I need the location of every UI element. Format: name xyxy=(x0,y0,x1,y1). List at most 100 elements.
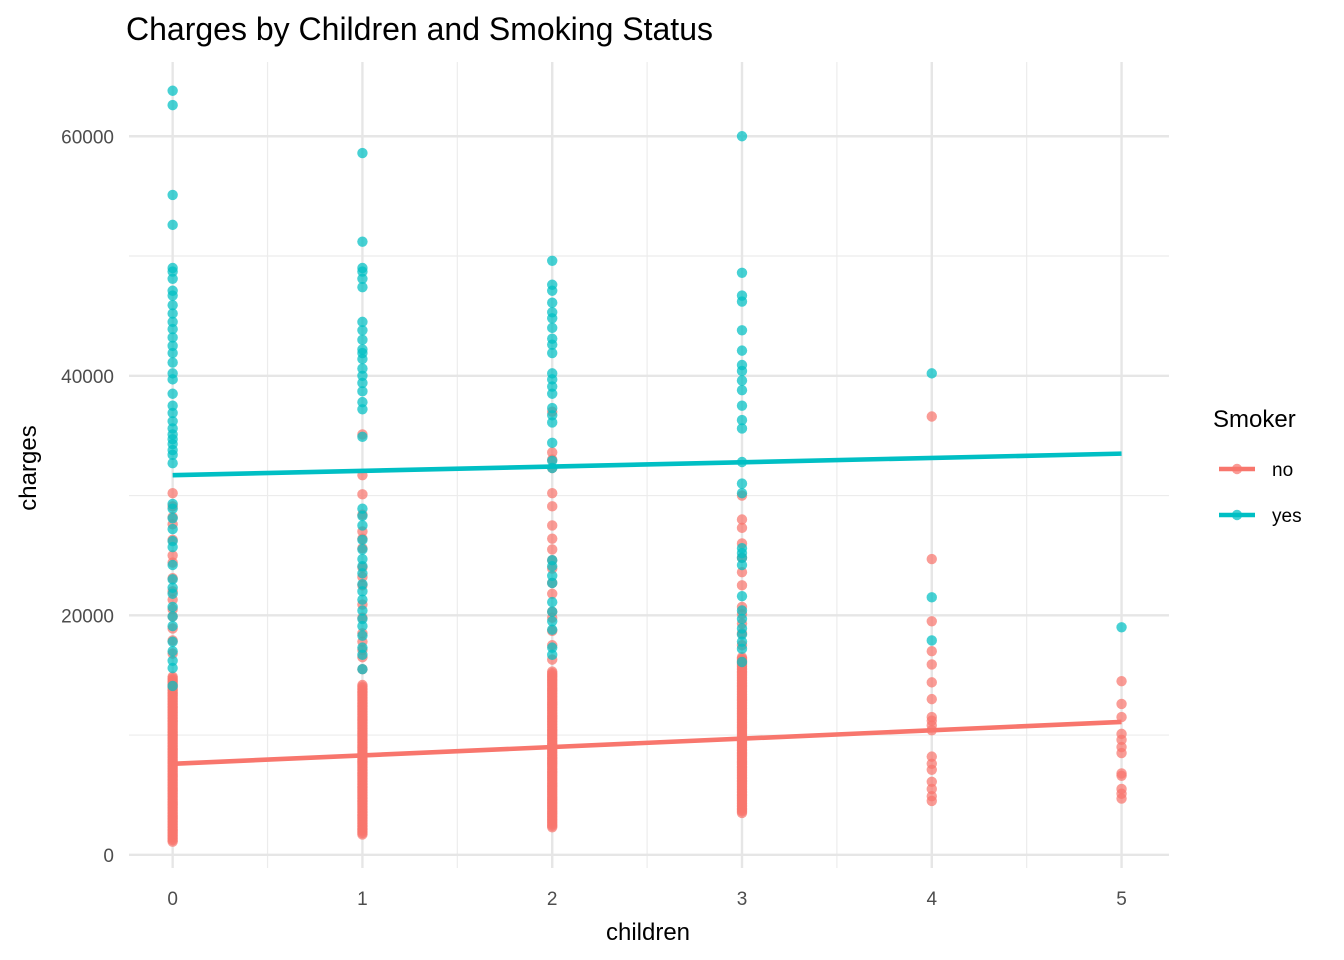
data-point-yes xyxy=(167,85,178,96)
data-point-yes xyxy=(547,596,558,608)
data-point-yes xyxy=(167,273,178,284)
data-point-yes xyxy=(357,534,368,546)
data-point-yes xyxy=(167,646,178,657)
data-point-yes xyxy=(167,498,178,510)
data-point-no xyxy=(926,677,937,688)
data-point-yes xyxy=(736,590,748,602)
data-point-yes xyxy=(167,262,178,274)
data-point-yes xyxy=(167,332,178,343)
data-point-yes xyxy=(357,663,368,675)
data-point-no xyxy=(167,671,178,682)
data-point-no xyxy=(1116,698,1127,710)
data-point-yes xyxy=(357,510,368,522)
data-points xyxy=(167,85,1127,847)
data-point-yes xyxy=(357,377,368,389)
data-point-yes xyxy=(736,384,748,396)
data-point-yes xyxy=(357,236,368,247)
data-point-yes xyxy=(926,635,937,646)
y-tick-label: 40000 xyxy=(61,367,114,388)
data-point-yes xyxy=(736,345,748,356)
data-point-yes xyxy=(357,396,368,408)
data-point-yes xyxy=(167,299,178,311)
data-point-no xyxy=(926,783,937,795)
data-point-no xyxy=(547,544,558,555)
data-point-yes xyxy=(167,458,178,469)
data-point-yes xyxy=(357,273,368,284)
data-point-yes xyxy=(357,147,368,159)
data-point-yes xyxy=(357,544,368,555)
data-point-yes xyxy=(167,400,178,411)
data-point-yes xyxy=(357,568,368,579)
y-tick-label: 60000 xyxy=(61,127,114,148)
data-point-yes xyxy=(736,423,748,434)
data-point-yes xyxy=(357,503,368,514)
data-point-yes xyxy=(357,620,368,632)
data-point-yes xyxy=(167,308,178,319)
data-point-yes xyxy=(547,368,558,379)
data-point-yes xyxy=(736,623,748,634)
data-point-yes xyxy=(357,553,368,565)
data-point-no xyxy=(926,751,937,762)
data-point-yes xyxy=(167,340,178,352)
data-point-yes xyxy=(167,416,178,427)
trend-lines xyxy=(172,451,1122,767)
data-point-yes xyxy=(357,281,368,293)
data-point-yes xyxy=(547,437,558,449)
data-point-no xyxy=(1116,768,1127,779)
data-point-no xyxy=(926,411,937,422)
data-point-no xyxy=(357,679,368,691)
data-point-no xyxy=(547,666,558,677)
data-point-yes xyxy=(357,594,368,605)
y-tick-label: 0 xyxy=(103,846,114,867)
data-point-yes xyxy=(547,307,558,318)
data-point-yes xyxy=(1116,622,1127,633)
data-point-yes xyxy=(926,368,937,379)
data-point-no xyxy=(1116,741,1127,753)
x-tick-label: 0 xyxy=(167,889,178,910)
trend-line-no xyxy=(172,719,1122,767)
data-point-no xyxy=(926,693,937,705)
data-point-yes xyxy=(167,189,178,201)
data-point-yes xyxy=(167,523,178,535)
x-tick-label: 3 xyxy=(737,889,748,910)
x-tick-label: 5 xyxy=(1116,889,1127,910)
data-point-no xyxy=(1116,675,1127,687)
data-point-no xyxy=(547,447,558,458)
data-point-yes xyxy=(736,613,748,625)
data-point-no xyxy=(357,489,368,500)
legend-key-point-yes xyxy=(1231,509,1243,521)
data-point-no xyxy=(167,550,178,561)
data-point-no xyxy=(1116,728,1127,740)
legend-label-yes: yes xyxy=(1272,506,1302,527)
data-point-yes xyxy=(926,592,937,603)
data-point-yes xyxy=(547,322,558,334)
data-point-yes xyxy=(736,543,748,554)
data-point-yes xyxy=(167,323,178,335)
axes: 0 20000 40000 60000 0 1 2 3 4 5 xyxy=(61,127,1127,910)
series-yes-points xyxy=(167,85,1127,692)
data-point-no xyxy=(926,659,937,670)
data-point-no xyxy=(926,553,937,565)
data-point-no xyxy=(547,520,558,531)
data-point-yes xyxy=(736,359,748,371)
data-point-yes xyxy=(547,570,558,581)
data-point-yes xyxy=(357,613,368,625)
data-point-yes xyxy=(167,357,178,368)
data-point-yes xyxy=(167,513,178,524)
data-point-yes xyxy=(357,649,368,661)
data-point-no xyxy=(1116,783,1127,795)
legend-key-point-no xyxy=(1231,463,1243,475)
y-axis-title: charges xyxy=(15,425,42,510)
data-point-no xyxy=(926,758,937,770)
data-point-yes xyxy=(167,347,178,359)
data-point-yes xyxy=(736,643,748,655)
data-point-no xyxy=(926,711,937,723)
data-point-yes xyxy=(736,478,748,489)
legend: Smoker no yes xyxy=(1213,406,1302,527)
x-axis-title: children xyxy=(606,919,690,946)
data-point-yes xyxy=(357,386,368,397)
data-point-yes xyxy=(167,316,178,328)
data-point-yes xyxy=(167,611,178,622)
data-point-yes xyxy=(547,616,558,627)
